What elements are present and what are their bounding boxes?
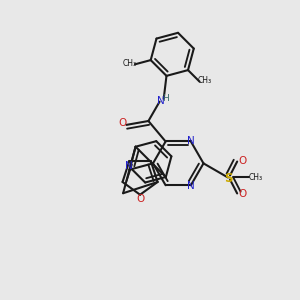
Text: N: N [187, 136, 195, 146]
Text: N: N [125, 161, 133, 171]
Text: O: O [238, 189, 246, 199]
Text: N: N [157, 95, 165, 106]
Text: H: H [162, 94, 169, 103]
Text: O: O [137, 194, 145, 204]
Text: O: O [119, 118, 127, 128]
Text: CH₃: CH₃ [198, 76, 212, 85]
Text: N: N [187, 181, 195, 191]
Text: CH₃: CH₃ [248, 173, 262, 182]
Text: S: S [225, 172, 233, 184]
Text: CH₃: CH₃ [123, 59, 137, 68]
Text: O: O [238, 156, 246, 166]
